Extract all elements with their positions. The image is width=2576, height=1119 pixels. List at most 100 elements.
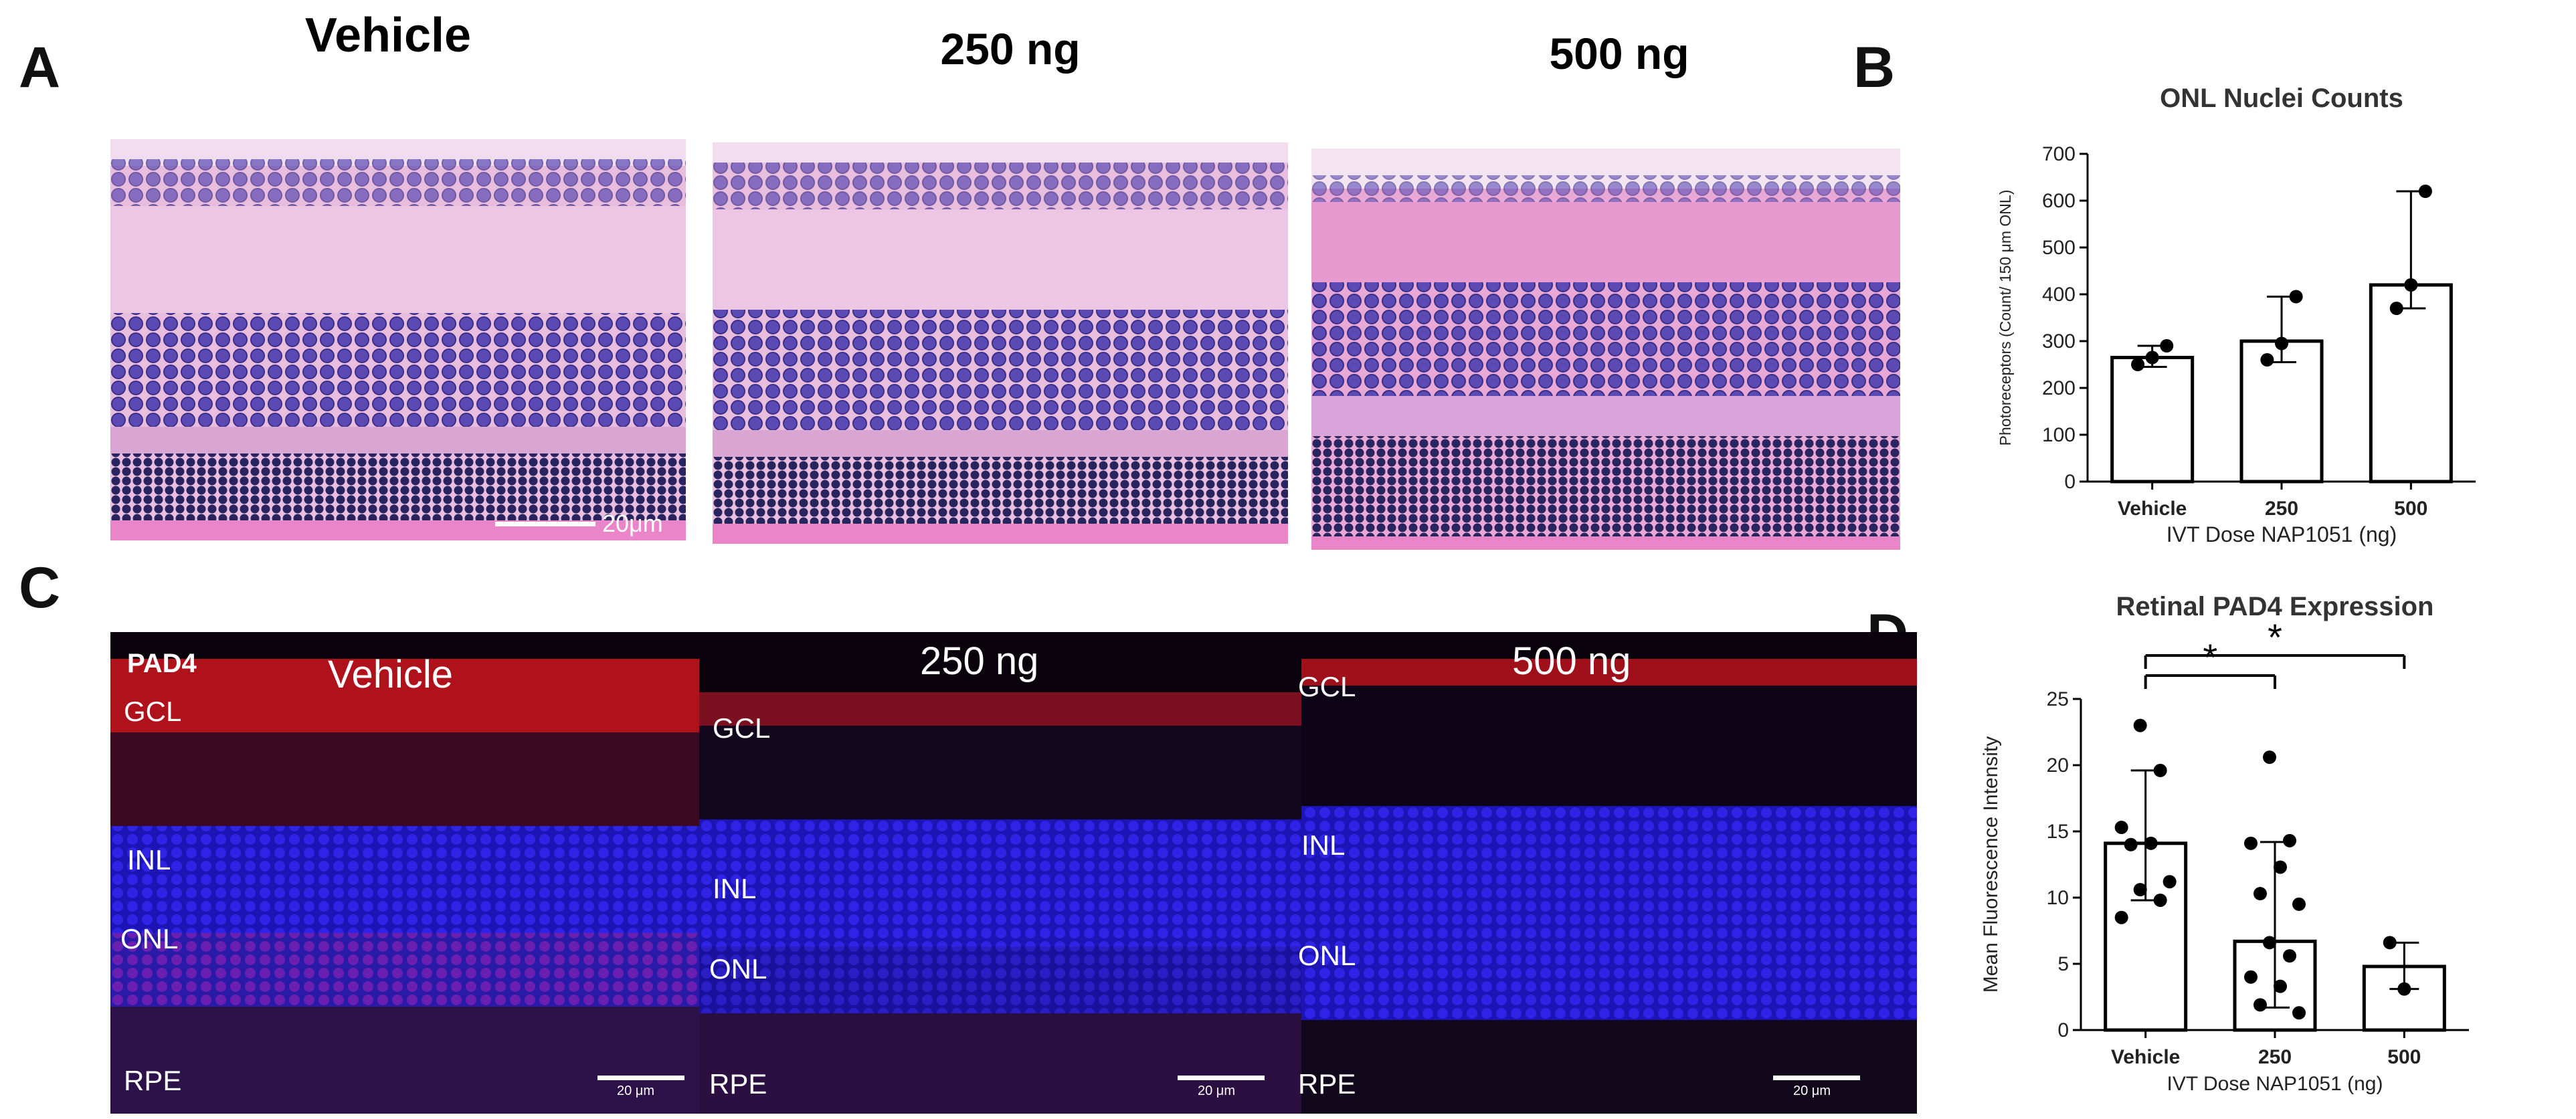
chart-b-y-tick-label: 500	[2042, 237, 2076, 259]
chart-d-data-point	[2153, 893, 2167, 907]
layer-rpe-vehicle: RPE	[124, 1065, 182, 1096]
chart-d-data-point	[2133, 883, 2147, 897]
panel-letter-a: A	[19, 35, 61, 100]
chart-d-data-point	[2283, 833, 2296, 847]
he-image-250	[713, 142, 1288, 544]
chart-b-y-label: Photoreceptors (Count/ 150 μm ONL)	[1997, 190, 2014, 446]
chart-b-y-tick-label: 0	[2064, 471, 2076, 493]
fluor-scalebar-500	[1773, 1076, 1860, 1080]
chart-d-data-point	[2292, 897, 2306, 911]
chart-d-y-tick-label: 20	[2047, 754, 2069, 777]
chart-d-x-tick-label: 500	[2387, 1046, 2421, 1068]
fluor-scalebar-label-vehicle: 20 μm	[617, 1084, 654, 1098]
chart-d-data-point	[2163, 875, 2177, 889]
layer-inl-500: INL	[1301, 829, 1346, 861]
chart-b-y-tick-label: 100	[2042, 424, 2076, 446]
chart-b-data-point	[2160, 339, 2174, 352]
chart-b-title: ONL Nuclei Counts	[2160, 84, 2403, 113]
chart-d-data-point	[2114, 821, 2128, 835]
chart-b-data-point	[2404, 278, 2418, 292]
layer-onl-250: ONL	[709, 953, 767, 985]
chart-b-x-tick-label: 250	[2265, 498, 2298, 520]
chart-b-x-label: IVT Dose NAP1051 (ng)	[2167, 522, 2397, 546]
chart-b-x-tick-label: 500	[2394, 498, 2427, 520]
chart-d-data-point	[2253, 887, 2267, 901]
panel-letter-c: C	[19, 556, 61, 620]
chart-d-y-tick-label: 0	[2057, 1019, 2069, 1041]
chart-b-y-tick-label: 300	[2042, 330, 2076, 352]
chart-b-svg: ONL Nuclei Counts 0 100 200 300 400 500 600 700 V…	[1997, 84, 2476, 546]
fluor-scalebar-250	[1178, 1076, 1265, 1080]
chart-d-data-point	[2144, 836, 2158, 850]
he-scalebar	[495, 522, 595, 526]
chart-d-x-tick-label: Vehicle	[2111, 1046, 2180, 1068]
layer-gcl-250: GCL	[713, 712, 771, 744]
chart-d-y-tick-label: 15	[2047, 821, 2069, 843]
chart-d-data-point	[2124, 837, 2138, 851]
chart-d-data-point	[2383, 936, 2397, 950]
chart-b-y-tick-label: 200	[2042, 377, 2076, 399]
layer-onl-500: ONL	[1298, 940, 1356, 971]
chart-b-y-tick-label: 400	[2042, 284, 2076, 306]
chart-d-y-tick-label: 5	[2057, 953, 2069, 975]
chart-d-y-tick-label: 25	[2047, 688, 2069, 710]
fluor-marker-label: PAD4	[127, 649, 197, 678]
chart-d-title: Retinal PAD4 Expression	[2116, 592, 2434, 621]
layer-inl-vehicle: INL	[127, 844, 171, 876]
chart-d-pad4: Retinal PAD4 Expression 0 5 10 15 20 25 Vehicle…	[1960, 589, 2569, 1117]
layer-rpe-250: RPE	[709, 1068, 767, 1100]
chart-b-bar	[2239, 339, 2324, 484]
layer-onl-vehicle: ONL	[120, 923, 179, 954]
he-scalebar-label: 20μm	[602, 510, 663, 537]
chart-b-y-tick-label: 600	[2042, 190, 2076, 212]
chart-b-x-tick-label: Vehicle	[2118, 498, 2187, 520]
chart-b-bar	[2369, 283, 2453, 484]
chart-d-x-tick-label: 250	[2258, 1046, 2292, 1068]
chart-d-x-label: IVT Dose NAP1051 (ng)	[2167, 1073, 2383, 1095]
fluor-scalebar-vehicle	[597, 1076, 684, 1080]
fluor-title-500: 500 ng	[1512, 639, 1631, 683]
fluor-title-vehicle: Vehicle	[328, 653, 454, 696]
panel-a-title-250: 250 ng	[940, 24, 1081, 74]
panel-a-title-vehicle: Vehicle	[304, 9, 472, 62]
layer-inl-250: INL	[713, 873, 757, 904]
chart-d-data-point	[2292, 1006, 2306, 1020]
chart-b-data-point	[2145, 350, 2159, 365]
chart-b-bar	[2110, 356, 2195, 484]
chart-b-onl-nuclei: ONL Nuclei Counts 0 100 200 300 400 500 600 700 V…	[1967, 74, 2569, 582]
fluor-scalebar-label-500: 20 μm	[1793, 1084, 1831, 1098]
chart-d-sig-label: *	[2203, 636, 2217, 678]
chart-b-y-tick-label: 700	[2042, 143, 2076, 165]
fluor-image-strip	[110, 632, 1917, 1114]
fluor-title-250: 250 ng	[920, 639, 1039, 683]
chart-d-data-point	[2114, 910, 2128, 924]
chart-d-svg: Retinal PAD4 Expression 0 5 10 15 20 25 Vehicle…	[1980, 592, 2469, 1095]
chart-d-data-point	[2263, 936, 2276, 950]
he-image-vehicle	[110, 139, 686, 540]
panel-a-title-500: 500 ng	[1549, 29, 1689, 78]
layer-gcl-500: GCL	[1298, 671, 1356, 702]
chart-d-data-point	[2274, 860, 2287, 874]
chart-d-sig-label: *	[2268, 616, 2282, 658]
chart-d-data-point	[2283, 949, 2296, 963]
layer-gcl-vehicle: GCL	[124, 696, 182, 727]
chart-b-data-point	[2275, 336, 2288, 350]
chart-b-data-point	[2131, 358, 2145, 371]
chart-d-data-point	[2133, 718, 2147, 732]
panel-letter-b: B	[1853, 35, 1896, 100]
he-image-500	[1311, 148, 1900, 550]
chart-d-data-point	[2253, 998, 2267, 1012]
chart-d-y-label: Mean Fluorescence Intensity	[1980, 736, 2002, 993]
chart-b-data-point	[2289, 290, 2303, 304]
chart-b-data-point	[2389, 302, 2403, 315]
chart-d-y-tick-label: 10	[2047, 887, 2069, 909]
chart-d-data-point	[2153, 763, 2167, 777]
chart-d-data-point	[2274, 979, 2287, 993]
chart-d-data-point	[2263, 750, 2276, 765]
chart-d-data-point	[2244, 836, 2258, 850]
chart-b-data-point	[2260, 353, 2274, 367]
fluor-scalebar-label-250: 20 μm	[1198, 1084, 1235, 1098]
chart-b-data-point	[2418, 185, 2432, 198]
layer-rpe-500: RPE	[1298, 1068, 1356, 1100]
chart-d-data-point	[2397, 982, 2411, 996]
